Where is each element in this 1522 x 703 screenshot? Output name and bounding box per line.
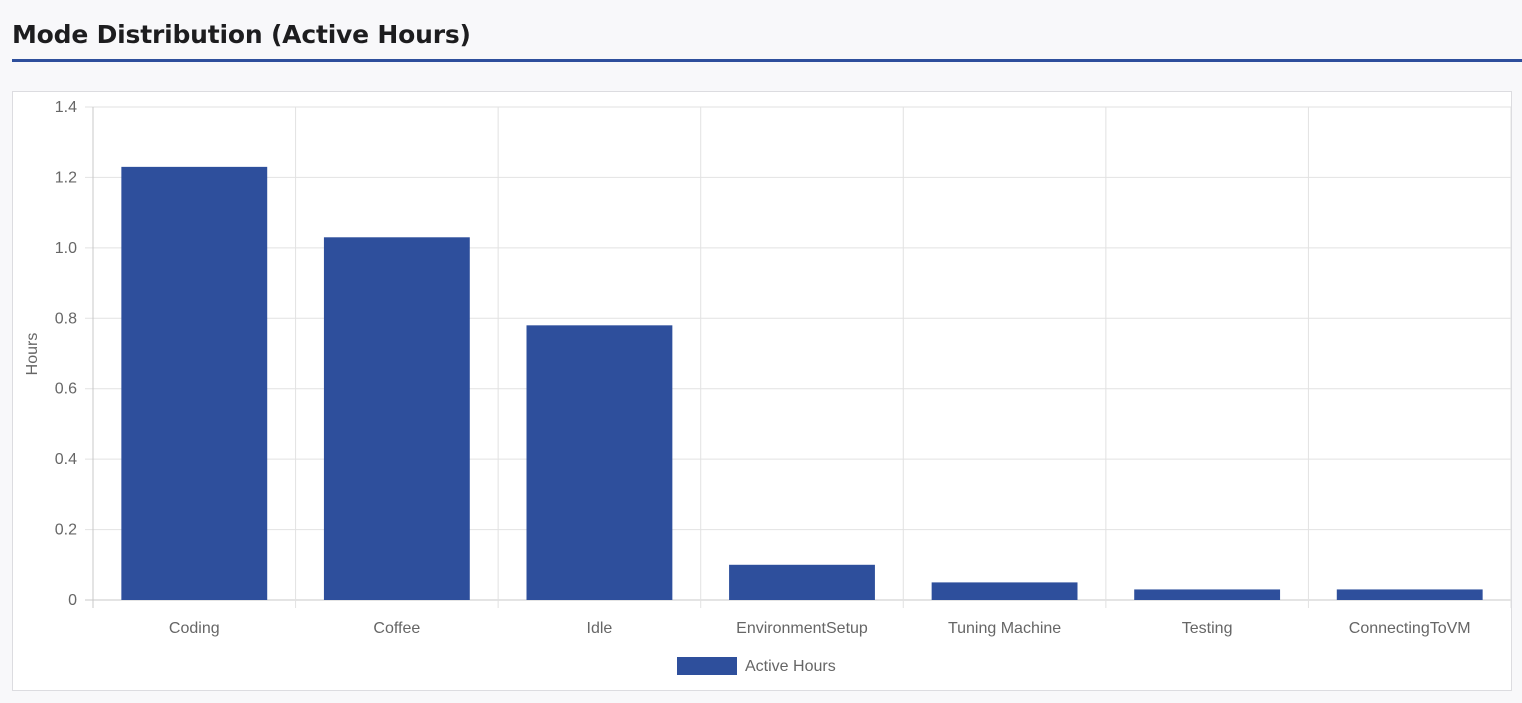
bar-coding[interactable] [121, 166, 268, 600]
y-tick-label: 0.6 [55, 381, 77, 398]
legend-swatch[interactable] [677, 657, 737, 675]
y-tick-label: 0.4 [55, 451, 77, 468]
y-tick-labels: 0 0.2 0.4 0.6 0.8 1.0 1.2 1.4 [55, 99, 77, 609]
bar-tuning-machine[interactable] [931, 582, 1078, 600]
x-tick-label: Idle [587, 620, 613, 637]
chart-card: 0 0.2 0.4 0.6 0.8 1.0 1.2 1.4 Coding Coffee Idle E… [12, 91, 1512, 691]
legend-label[interactable]: Active Hours [745, 658, 836, 675]
x-tick-labels: Coding Coffee Idle EnvironmentSetup Tuning M… [169, 620, 1471, 637]
y-tick-label: 1.0 [55, 240, 77, 257]
bar-chart: 0 0.2 0.4 0.6 0.8 1.0 1.2 1.4 Coding Coffee Idle E… [24, 99, 1512, 675]
y-tick-label: 0.2 [55, 522, 77, 539]
x-tick-label: Coding [169, 620, 220, 637]
bar-environmentsetup[interactable] [729, 564, 875, 600]
legend[interactable]: Active Hours [677, 657, 836, 675]
x-tick-label: Tuning Machine [948, 620, 1061, 637]
page-title: Mode Distribution (Active Hours) [12, 20, 471, 49]
x-tick-label: Testing [1182, 620, 1233, 637]
bar-coffee[interactable] [323, 237, 470, 601]
bar-testing[interactable] [1134, 589, 1281, 600]
bar-idle[interactable] [526, 325, 673, 600]
y-tick-label: 1.4 [55, 99, 77, 116]
y-tick-label: 1.2 [55, 169, 77, 186]
x-tick-label: ConnectingToVM [1349, 620, 1471, 637]
y-tick-label: 0 [68, 592, 77, 609]
bars [121, 166, 1483, 601]
y-tick-label: 0.8 [55, 310, 77, 327]
grid-layer [85, 106, 1512, 608]
x-tick-label: EnvironmentSetup [736, 620, 868, 637]
x-tick-label: Coffee [373, 620, 420, 637]
bar-connectingtovm[interactable] [1336, 589, 1483, 600]
y-axis-label: Hours [24, 333, 41, 376]
title-underline [12, 59, 1522, 62]
